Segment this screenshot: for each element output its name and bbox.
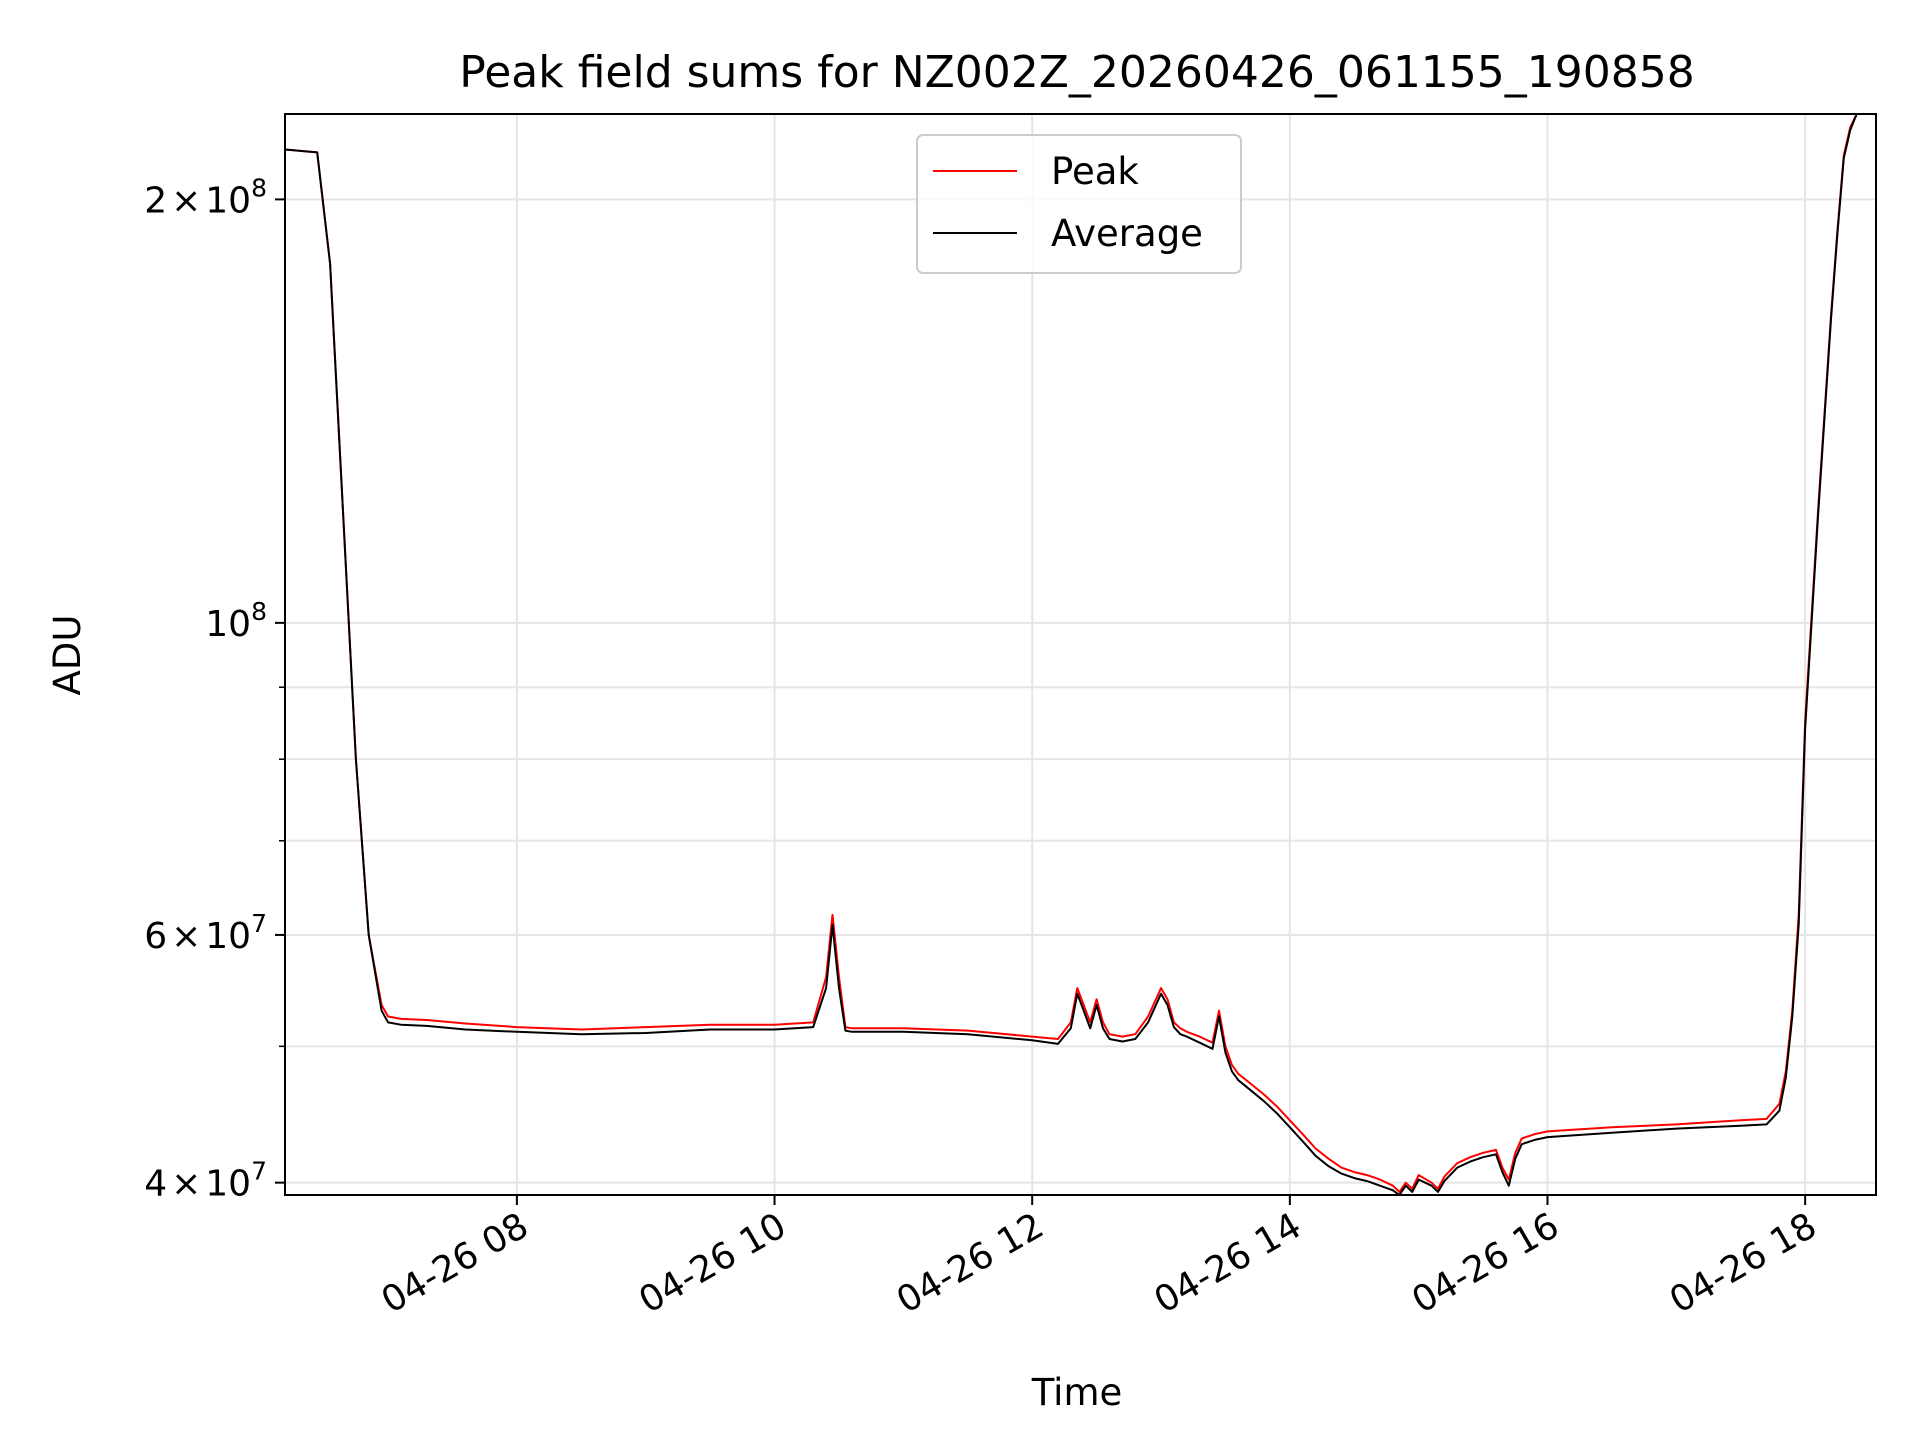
legend-average-label: Average	[1051, 212, 1203, 255]
y-tick-label: 2 × 108	[144, 173, 267, 221]
y-tick-label-base: 10	[205, 1164, 251, 1205]
y-tick-label-times: ×	[171, 1164, 201, 1205]
x-axis-label: Time	[1031, 1371, 1123, 1414]
y-tick-label-base: 10	[205, 180, 251, 221]
chart-title: Peak field sums for NZ002Z_20260426_0611…	[459, 47, 1695, 98]
y-tick-label-times: ×	[171, 180, 201, 221]
y-tick-label: 6 × 107	[144, 909, 267, 957]
legend-box	[916, 134, 1242, 274]
y-tick-label-mantissa: 4	[144, 1164, 167, 1205]
y-tick-label-times: ×	[171, 916, 201, 957]
y-tick-label-base: 10	[205, 916, 251, 957]
legend: Peak Average	[916, 134, 1242, 274]
series-line-average	[284, 113, 1876, 1196]
y-tick-label-mantissa: 6	[144, 916, 167, 957]
y-tick-label: 108	[205, 597, 267, 645]
y-tick-label-exponent: 7	[251, 909, 267, 938]
plot-frame	[284, 113, 1877, 1196]
series-layer	[284, 113, 1876, 1196]
y-tick-label-exponent: 7	[251, 1157, 267, 1186]
legend-peak-label: Peak	[1051, 150, 1139, 193]
y-tick-label: 4 × 107	[144, 1157, 267, 1205]
y-tick-label-exponent: 8	[251, 597, 267, 626]
y-tick-label-base: 10	[205, 604, 251, 645]
series-line-peak	[284, 113, 1876, 1193]
y-axis-label: ADU	[46, 615, 89, 696]
y-tick-label-mantissa: 2	[144, 180, 167, 221]
y-tick-label-exponent: 8	[251, 173, 267, 202]
